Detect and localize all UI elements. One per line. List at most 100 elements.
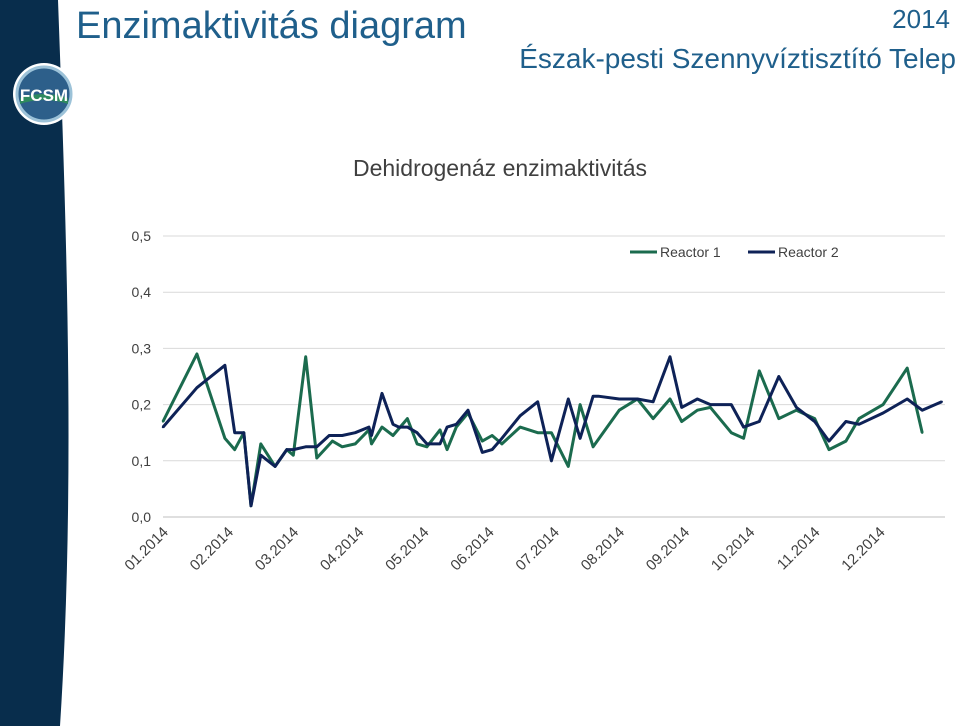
data-point (709, 403, 712, 406)
data-point (518, 425, 522, 429)
data-point (536, 400, 539, 403)
data-point (709, 406, 712, 409)
legend-label: Reactor 2 (778, 244, 839, 260)
data-point (591, 445, 595, 448)
data-point (445, 425, 449, 429)
x-tick-label: 06.2014 (447, 524, 497, 574)
data-point (380, 425, 384, 429)
x-tick-label: 09.2014 (643, 524, 693, 574)
data-point (696, 397, 699, 401)
data-point (490, 448, 494, 451)
data-point (425, 445, 429, 448)
data-point (304, 445, 307, 448)
y-axis-label: mg TPF/g iszap száraz anyag (87, 218, 104, 429)
series-points-2 (161, 355, 943, 507)
data-point (455, 423, 458, 426)
y-tick-label: 0,0 (132, 509, 152, 525)
data-point (906, 366, 909, 370)
data-point (455, 425, 458, 429)
data-point (567, 465, 570, 468)
data-point (730, 403, 733, 406)
data-point (636, 397, 639, 401)
data-point (518, 414, 522, 418)
data-point (195, 386, 199, 389)
data-point (354, 442, 357, 446)
data-point (777, 375, 781, 378)
logo-text: FCSM (20, 86, 68, 105)
data-point (223, 437, 227, 440)
data-point (415, 442, 419, 446)
series-points-1 (161, 352, 924, 507)
data-point (813, 420, 816, 423)
data-point (536, 431, 539, 434)
data-point (391, 434, 395, 437)
y-tick-label: 0,2 (132, 397, 152, 413)
data-point (327, 434, 331, 437)
x-tick-label: 02.2014 (187, 524, 237, 574)
data-point (354, 431, 357, 434)
data-point (795, 406, 798, 409)
data-point (827, 448, 831, 451)
data-point (341, 445, 344, 448)
data-point (920, 409, 924, 412)
data-point (292, 448, 295, 451)
data-point (195, 352, 199, 356)
data-point (742, 437, 745, 440)
x-tick-label: 10.2014 (708, 524, 758, 574)
data-point (397, 425, 401, 429)
data-point (249, 504, 253, 507)
data-point (259, 453, 262, 457)
data-point (777, 417, 781, 420)
data-point (668, 355, 672, 359)
data-point (742, 425, 745, 429)
page-title: Enzimaktivitás diagram (76, 5, 467, 47)
data-point (591, 394, 595, 398)
data-point (617, 409, 621, 412)
data-point (292, 453, 295, 457)
fcsm-logo-icon: FCSM (13, 63, 75, 125)
data-point (315, 456, 318, 460)
data-point (668, 397, 672, 401)
data-point (259, 442, 262, 446)
legend-label: Reactor 1 (660, 244, 721, 260)
data-point (370, 434, 373, 437)
data-point (285, 448, 289, 451)
data-point (466, 409, 470, 412)
series-lines (161, 352, 943, 508)
data-point (242, 431, 246, 434)
y-tick-label: 0,1 (132, 453, 152, 469)
x-tick-label: 04.2014 (317, 524, 367, 574)
data-point (391, 423, 395, 426)
x-tick-label: 01.2014 (121, 524, 171, 574)
data-point (406, 425, 409, 429)
data-point (617, 397, 621, 401)
data-point (233, 448, 236, 451)
y-tick-label: 0,4 (132, 284, 152, 300)
x-tick-label: 12.2014 (838, 524, 888, 574)
y-tick-label: 0,3 (132, 340, 152, 356)
grid-lines (163, 235, 945, 518)
data-point (481, 451, 484, 454)
data-point (857, 417, 861, 420)
data-point (550, 459, 553, 462)
data-point (696, 409, 699, 412)
y-tick-label: 0,5 (132, 228, 152, 244)
data-point (680, 406, 683, 409)
x-tick-label: 05.2014 (382, 524, 432, 574)
data-point (597, 394, 600, 398)
data-point (940, 400, 943, 403)
legend: Reactor 1 Reactor 2 (630, 244, 839, 260)
data-point (881, 403, 885, 406)
data-point (758, 420, 761, 423)
data-point (730, 431, 733, 434)
chart-title: Dehidrogenáz enzimaktivitás (353, 155, 647, 181)
data-point (550, 431, 553, 434)
x-axis-ticks: 01.2014 02.2014 03.2014 04.2014 05.2014 06.20… (121, 524, 888, 574)
year-label: 2014 (892, 4, 950, 34)
data-point (490, 434, 494, 437)
data-point (906, 397, 909, 401)
data-point (567, 397, 570, 401)
data-point (370, 442, 373, 446)
y-axis-ticks: 0,0 0,1 0,2 0,3 0,4 0,5 (132, 228, 152, 525)
